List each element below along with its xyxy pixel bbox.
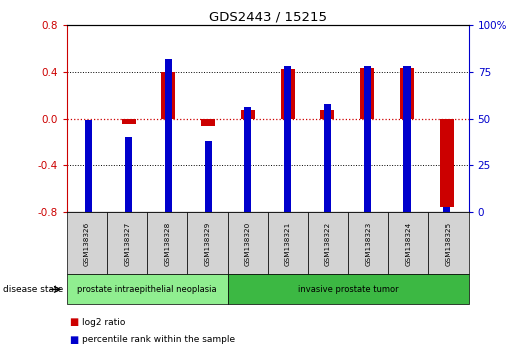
Text: GSM138325: GSM138325 [445, 221, 452, 266]
Bar [284, 66, 291, 212]
Bar [440, 119, 454, 206]
Text: GSM138328: GSM138328 [164, 221, 170, 266]
Bar [161, 72, 175, 119]
Text: percentile rank within the sample: percentile rank within the sample [82, 335, 235, 344]
Bar [360, 68, 374, 119]
Bar [443, 207, 450, 212]
Bar [400, 68, 414, 119]
Text: GSM138320: GSM138320 [245, 221, 251, 266]
Bar [324, 104, 331, 212]
Text: GSM138321: GSM138321 [285, 221, 291, 266]
Text: disease state: disease state [3, 285, 63, 294]
Text: GSM138323: GSM138323 [365, 221, 371, 266]
Text: log2 ratio: log2 ratio [82, 318, 126, 327]
Bar [244, 107, 251, 212]
Text: GSM138326: GSM138326 [84, 221, 90, 266]
Text: invasive prostate tumor: invasive prostate tumor [298, 285, 399, 294]
Text: GSM138324: GSM138324 [405, 221, 411, 266]
Title: GDS2443 / 15215: GDS2443 / 15215 [209, 11, 327, 24]
Bar [165, 58, 172, 212]
Bar [364, 66, 371, 212]
Text: GSM138327: GSM138327 [124, 221, 130, 266]
Bar [403, 66, 410, 212]
Text: ■: ■ [70, 335, 79, 345]
Text: GSM138329: GSM138329 [204, 221, 211, 266]
Text: GSM138322: GSM138322 [325, 221, 331, 266]
Bar [281, 69, 295, 119]
Text: prostate intraepithelial neoplasia: prostate intraepithelial neoplasia [77, 285, 217, 294]
Bar [125, 137, 132, 212]
Bar [204, 141, 212, 212]
Bar [85, 120, 92, 212]
Text: ■: ■ [70, 317, 79, 327]
Bar [201, 119, 215, 126]
Bar [320, 110, 334, 119]
Bar [122, 119, 135, 125]
Bar [241, 110, 255, 119]
